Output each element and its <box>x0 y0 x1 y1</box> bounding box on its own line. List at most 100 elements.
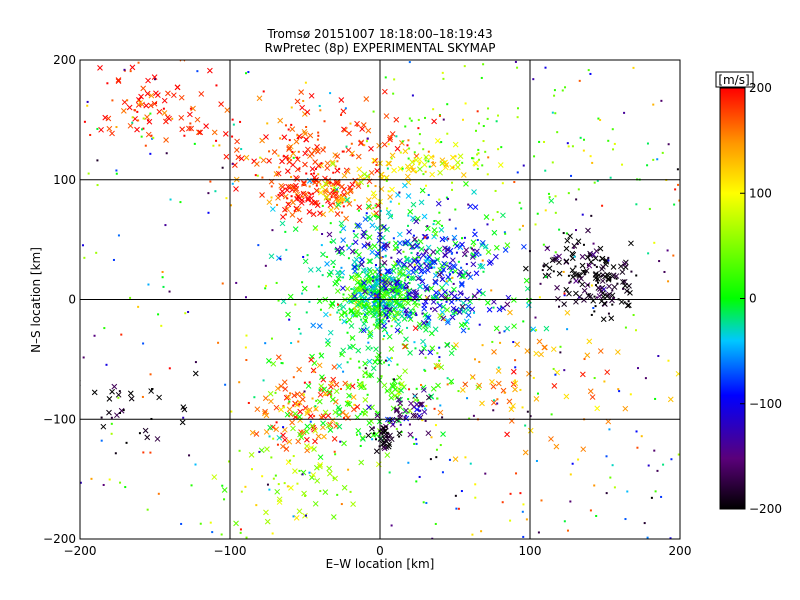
data-point <box>349 357 352 360</box>
data-point <box>404 310 407 313</box>
data-point <box>149 451 152 454</box>
data-point <box>355 153 362 160</box>
data-point <box>371 279 374 282</box>
data-point <box>335 422 338 425</box>
data-point <box>124 486 127 489</box>
data-point <box>381 323 387 329</box>
data-point <box>364 173 371 180</box>
data-point <box>452 141 459 148</box>
data-point <box>247 401 250 404</box>
data-point <box>288 139 291 142</box>
data-point <box>140 85 147 92</box>
data-point <box>359 432 362 435</box>
data-point <box>285 248 288 251</box>
data-point <box>390 357 393 360</box>
data-point <box>301 128 308 135</box>
data-point <box>262 395 269 402</box>
data-point <box>504 325 511 332</box>
data-point <box>161 276 164 279</box>
data-point <box>404 414 407 417</box>
data-point <box>628 240 634 247</box>
data-point <box>442 118 445 121</box>
data-point <box>287 402 290 405</box>
data-point <box>329 222 332 225</box>
data-point <box>100 416 103 419</box>
data-point <box>294 166 301 173</box>
data-point <box>106 409 112 416</box>
data-point <box>357 360 360 363</box>
data-point <box>399 423 402 426</box>
data-point <box>401 261 408 268</box>
data-point <box>634 329 637 332</box>
data-point <box>310 173 313 176</box>
data-point <box>336 160 339 163</box>
data-point <box>450 305 457 312</box>
data-point <box>624 518 627 521</box>
data-point <box>432 306 438 313</box>
data-point <box>566 328 569 331</box>
data-point <box>415 438 418 441</box>
data-point <box>448 290 455 297</box>
data-point <box>390 524 393 527</box>
data-point <box>533 396 540 402</box>
data-point <box>467 203 470 206</box>
data-point <box>524 285 531 292</box>
data-point <box>321 433 327 440</box>
data-point <box>549 257 556 264</box>
data-point <box>305 311 308 314</box>
data-point <box>397 319 400 322</box>
data-point <box>286 144 293 151</box>
data-point <box>362 375 365 378</box>
data-point <box>563 294 566 297</box>
data-point <box>563 292 566 295</box>
data-point <box>314 477 321 484</box>
data-point <box>478 360 481 363</box>
data-point <box>558 228 561 231</box>
data-point <box>341 172 348 179</box>
data-point <box>596 293 603 299</box>
data-point <box>282 155 285 158</box>
data-point <box>272 477 275 480</box>
data-point <box>417 166 423 172</box>
data-point <box>350 336 353 339</box>
data-point <box>529 415 532 418</box>
data-point <box>406 144 409 147</box>
data-point <box>306 209 313 215</box>
data-point <box>274 474 277 477</box>
data-point <box>372 307 379 313</box>
data-point <box>460 273 467 279</box>
data-point <box>311 199 318 206</box>
data-point <box>365 197 372 203</box>
data-point <box>329 92 332 95</box>
data-point <box>373 275 379 282</box>
data-point <box>129 296 132 299</box>
data-point <box>341 484 348 491</box>
data-point <box>314 143 320 150</box>
data-point <box>299 104 306 111</box>
data-point <box>431 537 434 539</box>
data-point <box>256 95 263 102</box>
data-point <box>570 274 576 280</box>
data-point <box>673 203 676 206</box>
data-point <box>415 442 418 445</box>
data-point <box>316 323 323 329</box>
data-point <box>109 130 115 137</box>
data-point <box>535 329 538 332</box>
data-point <box>142 342 145 345</box>
data-point <box>548 196 551 199</box>
data-point <box>389 186 395 193</box>
data-point <box>385 176 388 179</box>
data-point <box>646 164 649 167</box>
data-point <box>367 268 374 275</box>
data-point <box>338 195 345 201</box>
data-point <box>587 69 590 72</box>
data-point <box>302 258 309 265</box>
x-axis-ticks: −200 −100 0 100 200 <box>64 544 692 558</box>
data-point <box>424 344 427 347</box>
data-point <box>221 487 228 493</box>
data-point <box>311 397 314 400</box>
data-point <box>267 424 274 431</box>
data-point <box>86 100 89 103</box>
data-point <box>407 139 410 142</box>
data-point <box>579 253 586 260</box>
